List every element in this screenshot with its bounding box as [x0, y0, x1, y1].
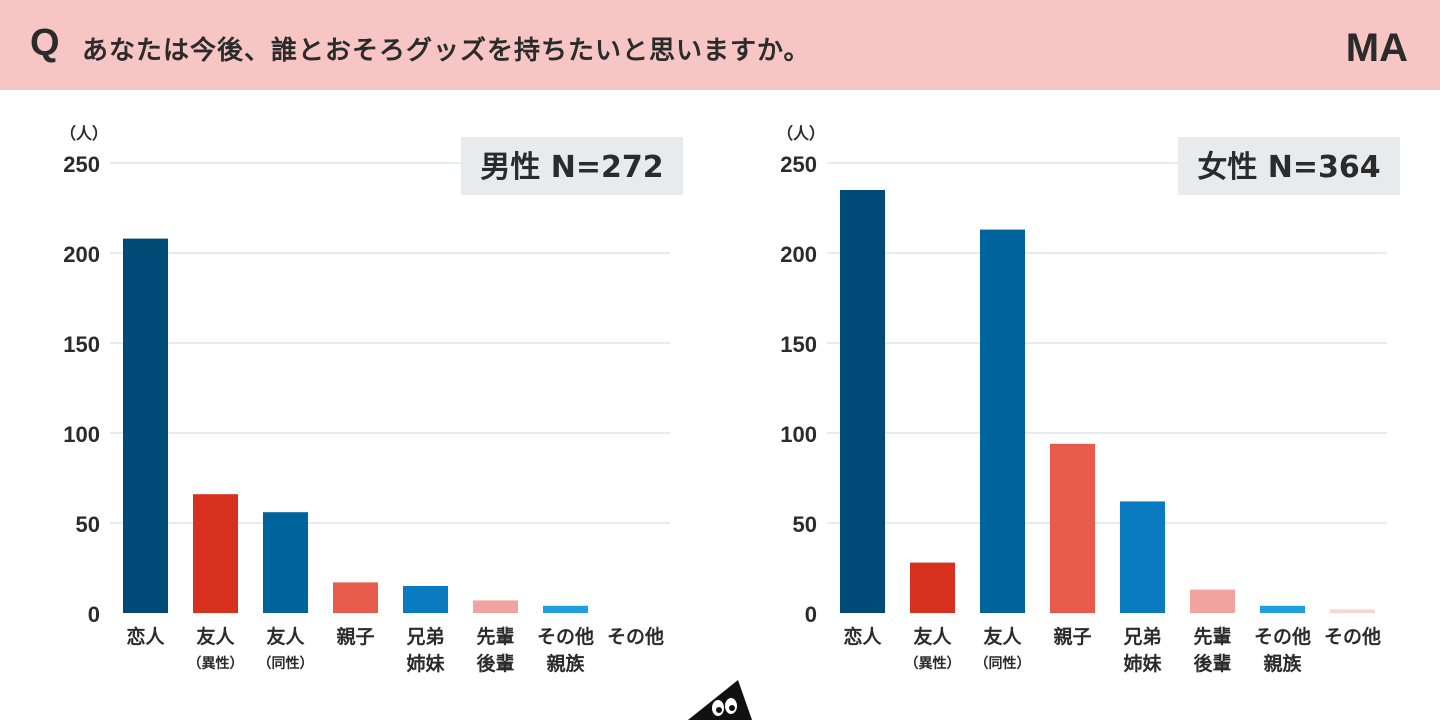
bar [543, 606, 588, 613]
category-label: 兄弟 [405, 625, 444, 648]
category-sublabel: 親族 [546, 652, 585, 675]
bar [263, 512, 308, 613]
y-tick-label: 250 [780, 152, 817, 177]
bar [123, 239, 168, 613]
bar [1190, 590, 1235, 613]
female-bar-chart: 0 50 100 150 200 250 （人） 女性 N=364 恋人 友人 （異性） 友人 （同性）… [717, 0, 1437, 720]
category-label: その他 [537, 625, 594, 648]
category-label: 恋人 [126, 625, 165, 648]
category-label: 友人 [983, 625, 1022, 648]
bar [980, 230, 1025, 613]
bar [910, 563, 955, 613]
category-label: その他 [1254, 625, 1311, 648]
bar [1260, 606, 1305, 613]
y-tick-label: 150 [63, 332, 100, 357]
category-label: 友人 [913, 625, 952, 648]
y-unit-label: （人） [777, 124, 825, 143]
category-sublabel: 後輩 [1193, 652, 1231, 675]
y-tick-label: 50 [793, 512, 817, 537]
category-label: その他 [607, 625, 664, 648]
y-unit-label: （人） [60, 124, 108, 143]
y-tick-label: 100 [63, 422, 100, 447]
y-tick-label: 0 [805, 602, 817, 627]
chart-title: 男性 N=272 [480, 150, 663, 185]
bar [1120, 501, 1165, 613]
bar [473, 600, 518, 613]
category-sublabel: 姉妹 [1123, 652, 1162, 675]
bar [403, 586, 448, 613]
category-label: 恋人 [843, 625, 882, 648]
mascot-icon [680, 676, 760, 720]
category-sublabel: （同性） [975, 655, 1031, 672]
bar [840, 190, 885, 613]
category-sublabel: 親族 [1263, 652, 1302, 675]
y-tick-label: 0 [88, 602, 100, 627]
bar [1050, 444, 1095, 613]
category-label: 友人 [266, 625, 305, 648]
y-tick-label: 100 [780, 422, 817, 447]
bar [1330, 609, 1375, 613]
category-sublabel: 後輩 [476, 652, 514, 675]
y-tick-label: 200 [63, 242, 100, 267]
category-label: 友人 [196, 625, 235, 648]
y-tick-label: 50 [76, 512, 100, 537]
category-label: 親子 [1053, 625, 1091, 648]
category-sublabel: （異性） [188, 655, 244, 672]
category-sublabel: （同性） [258, 655, 314, 672]
male-bar-chart: 0 50 100 150 200 250 （人） 男性 N=272 恋人 友人 （異性） 友人 （同性）… [0, 0, 720, 720]
category-label: 親子 [336, 625, 374, 648]
y-tick-label: 150 [780, 332, 817, 357]
y-tick-label: 200 [780, 242, 817, 267]
bar [193, 494, 238, 613]
bar [333, 582, 378, 613]
category-sublabel: （異性） [905, 655, 961, 672]
category-label: 先輩 [1193, 625, 1231, 648]
y-tick-label: 250 [63, 152, 100, 177]
chart-title: 女性 N=364 [1197, 150, 1380, 185]
category-label: 兄弟 [1122, 625, 1161, 648]
category-sublabel: 姉妹 [406, 652, 445, 675]
category-label: 先輩 [476, 625, 514, 648]
category-label: その他 [1324, 625, 1381, 648]
